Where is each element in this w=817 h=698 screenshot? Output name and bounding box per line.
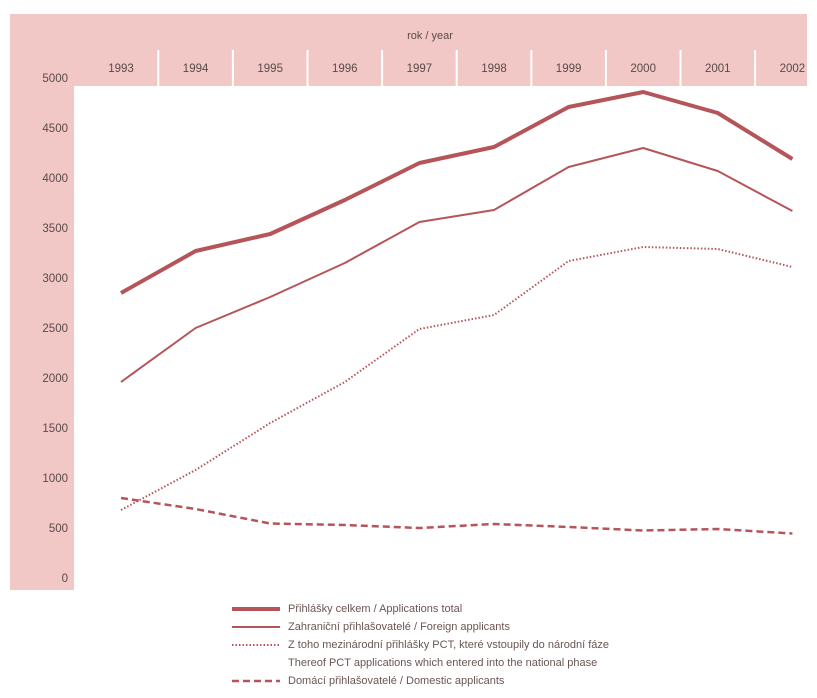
legend-label-pct: Z toho mezinárodní přihlášky PCT, které … [288, 639, 609, 651]
x-tick-label: 1999 [556, 63, 582, 75]
legend-item-total: Přihlášky celkem / Applications total [232, 600, 792, 618]
legend-label-pct-en: Thereof PCT applications which entered i… [288, 657, 598, 669]
y-tick-label: 500 [49, 523, 68, 535]
x-tick-labels: 1993 1994 1995 1996 1997 1998 1999 2000 2001 2002 [108, 63, 805, 75]
x-tick-label: 2001 [705, 63, 731, 75]
legend-swatch-total [232, 607, 280, 611]
background-bands [10, 14, 807, 590]
series-line-thick [120, 90, 794, 295]
year-separators [157, 50, 757, 86]
x-tick-label: 1996 [332, 63, 358, 75]
legend: Přihlášky celkem / Applications total Za… [232, 600, 792, 690]
line-chart: rok / year 1993 1994 1995 1996 1997 1998 1999 2… [10, 14, 807, 590]
series-line-dashed [120, 496, 793, 535]
legend-swatch-pct [232, 644, 280, 646]
legend-item-pct-continuation: Thereof PCT applications which entered i… [232, 654, 792, 672]
y-tick-label: 4500 [42, 123, 68, 135]
y-tick-label: 0 [62, 573, 68, 585]
x-tick-label: 1998 [481, 63, 507, 75]
x-tick-label: 1997 [407, 63, 433, 75]
y-tick-label: 1500 [42, 423, 68, 435]
y-tick-label: 3000 [42, 273, 68, 285]
x-tick-label: 1995 [257, 63, 283, 75]
legend-swatch-foreign [232, 626, 280, 628]
legend-swatch-domestic [232, 679, 280, 683]
left-band [10, 14, 74, 590]
y-tick-labels: 0 500 1000 1500 2000 2500 3000 3500 4000 4500 5000 [42, 73, 68, 585]
y-tick-label: 2500 [42, 323, 68, 335]
legend-label-total: Přihlášky celkem / Applications total [288, 603, 463, 615]
x-axis-label: rok / year [407, 30, 453, 42]
legend-item-pct: Z toho mezinárodní přihlášky PCT, které … [232, 636, 792, 654]
x-tick-label: 1993 [108, 63, 134, 75]
series-line-solid [120, 147, 793, 383]
y-tick-label: 2000 [42, 373, 68, 385]
y-tick-label: 3500 [42, 223, 68, 235]
series-line-dotted [120, 246, 793, 511]
x-tick-label: 2000 [630, 63, 656, 75]
legend-label-foreign: Zahraniční přihlašovatelé / Foreign appl… [288, 621, 510, 633]
x-tick-label: 2002 [780, 63, 806, 75]
y-tick-label: 4000 [42, 173, 68, 185]
x-tick-label: 1994 [183, 63, 209, 75]
y-tick-label: 5000 [42, 73, 68, 85]
top-band [74, 14, 807, 86]
y-tick-label: 1000 [42, 473, 68, 485]
legend-label-domestic: Domácí přihlašovatelé / Domestic applica… [288, 675, 505, 687]
legend-item-foreign: Zahraniční přihlašovatelé / Foreign appl… [232, 618, 792, 636]
series-lines [120, 90, 794, 535]
legend-item-domestic: Domácí přihlašovatelé / Domestic applica… [232, 672, 792, 690]
